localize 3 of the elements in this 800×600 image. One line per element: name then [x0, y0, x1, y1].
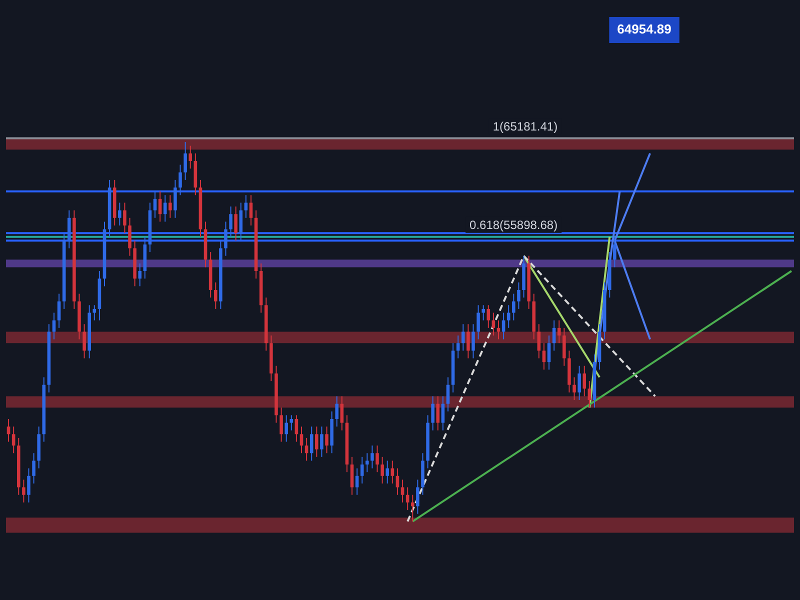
annotation: 1(65181.41): [492, 120, 558, 134]
text: 64954.89: [617, 22, 672, 37]
annotation: 0.618(55898.68): [470, 218, 558, 232]
